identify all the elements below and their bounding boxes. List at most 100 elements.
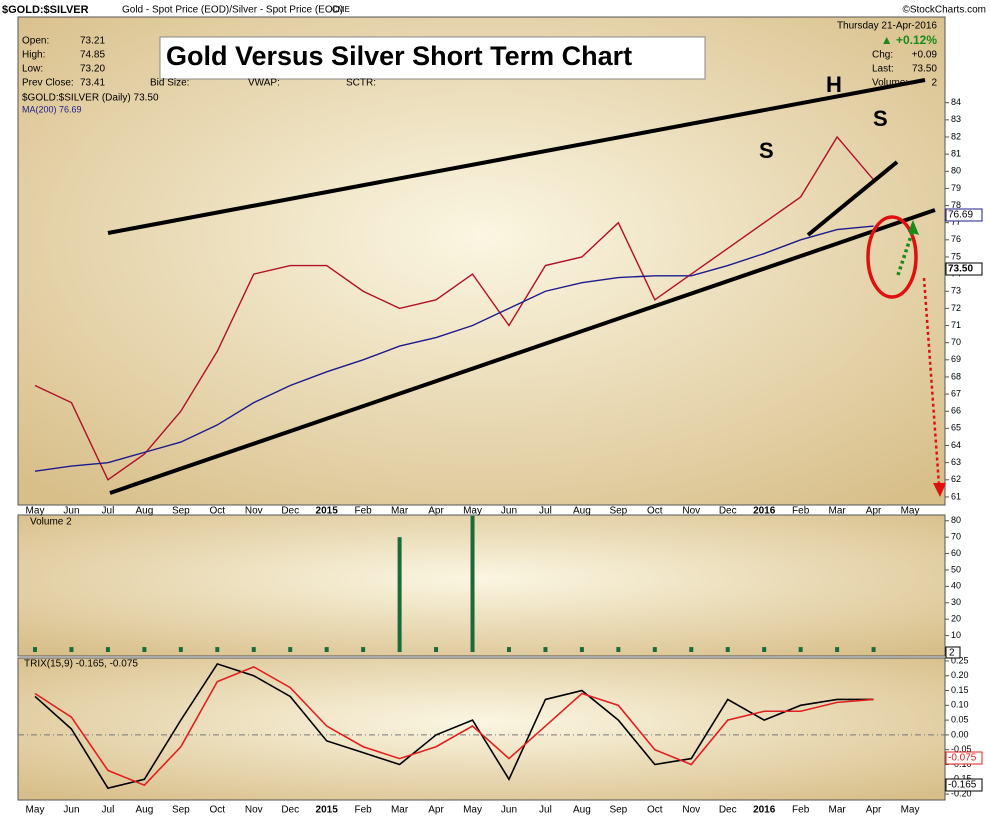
x-tick-label: May: [463, 805, 482, 816]
legend-entry: MA(200) 76.69: [22, 104, 82, 114]
volume-bar: [251, 647, 256, 652]
x-tick-label: May: [463, 506, 482, 517]
legend-entry: TRIX(15,9) -0.165, -0.075: [24, 659, 138, 670]
quote-value: 73.20: [80, 64, 105, 75]
quote-value: 73.50: [912, 64, 937, 75]
tag-label: 2: [949, 648, 955, 659]
y-tick-label: 76: [951, 234, 961, 244]
y-tick-label: -0.05: [951, 744, 972, 754]
volume-bar: [324, 647, 329, 652]
x-tick-label: Oct: [210, 506, 226, 517]
x-tick-label: Nov: [245, 506, 263, 517]
y-tick-label: 80: [951, 515, 961, 525]
volume-bar: [652, 647, 657, 652]
quote-value: 74.85: [80, 50, 105, 61]
quote-label: Chg:: [872, 50, 893, 61]
x-tick-label: Mar: [829, 805, 847, 816]
x-tick-label: Jun: [63, 506, 79, 517]
volume-bar: [725, 647, 730, 652]
quote-value: 2: [931, 78, 937, 89]
x-tick-label: Aug: [573, 805, 591, 816]
y-tick-label: -0.20: [951, 788, 972, 798]
volume-bar: [397, 537, 402, 652]
x-tick-label: Sep: [609, 805, 627, 816]
x-tick-label: Oct: [210, 805, 226, 816]
neckline: [806, 160, 899, 237]
y-tick-label: 63: [951, 457, 961, 467]
y-tick-label: 66: [951, 406, 961, 416]
x-tick-label: Dec: [719, 506, 737, 517]
series-line: [34, 662, 874, 790]
symbol: $GOLD:$SILVER: [2, 4, 89, 16]
annotation: S: [873, 106, 888, 131]
y-tick-label: 61: [951, 491, 961, 501]
lower-trendline: [109, 208, 936, 495]
y-tick-label: 64: [951, 440, 961, 450]
field: VWAP:: [248, 78, 280, 89]
tag: [945, 646, 961, 659]
y-tick-label: 0.15: [951, 685, 969, 695]
x-tick-label: 2015: [316, 805, 339, 816]
y-tick-label: 67: [951, 388, 961, 398]
y-tick-label: 68: [951, 371, 961, 381]
volume-bar: [835, 647, 840, 652]
x-tick-label: 2015: [316, 506, 339, 517]
quote-label: Low:: [22, 64, 43, 75]
y-tick-label: 84: [951, 97, 961, 107]
x-tick-label: Jun: [63, 805, 79, 816]
quote-label: Open:: [22, 36, 49, 47]
x-tick-label: Apr: [866, 805, 882, 816]
tag: [945, 751, 983, 765]
quote-value: 73.41: [80, 78, 105, 89]
volume-bar: [361, 647, 366, 652]
volume-bar: [33, 647, 37, 652]
quote-value: 73.21: [80, 36, 105, 47]
x-tick-label: Jul: [539, 805, 552, 816]
x-tick-label: May: [26, 805, 45, 816]
date: Thursday 21-Apr-2016: [837, 21, 937, 32]
series-line: [34, 135, 875, 481]
volume-bar: [69, 647, 74, 652]
y-tick-label: 65: [951, 423, 961, 433]
x-tick-label: May: [26, 506, 45, 517]
y-tick-label: 50: [951, 564, 961, 574]
volume-bar: [798, 647, 803, 652]
target-arrowhead: [933, 483, 946, 497]
quote-label: Volume:: [872, 78, 908, 89]
x-tick-label: May: [901, 805, 920, 816]
quote-value: +0.09: [912, 50, 938, 61]
volume-bar: [762, 647, 767, 652]
volume-bar: [142, 647, 147, 652]
y-tick-label: 79: [951, 183, 961, 193]
exchange: CME: [332, 5, 350, 14]
series-line: [34, 665, 874, 787]
x-tick-label: 2016: [753, 805, 776, 816]
y-tick-label: 69: [951, 354, 961, 364]
volume-bar: [689, 647, 694, 652]
x-tick-label: Sep: [609, 506, 627, 517]
x-tick-label: Apr: [428, 805, 444, 816]
y-tick-label: 0.05: [951, 715, 969, 725]
annotation: S: [759, 138, 774, 163]
y-tick-label: 0.00: [951, 729, 969, 739]
tag-label: -0.075: [948, 753, 977, 764]
x-tick-label: Dec: [281, 805, 299, 816]
x-tick-label: Mar: [829, 506, 847, 517]
x-tick-label: Dec: [281, 506, 299, 517]
annotation: H: [826, 72, 842, 97]
volume-bar: [105, 647, 110, 652]
bounce-arrow: [896, 229, 915, 276]
x-tick-label: Aug: [573, 506, 591, 517]
x-tick-label: Oct: [647, 805, 663, 816]
x-tick-label: Jul: [102, 506, 115, 517]
y-tick-label: 62: [951, 474, 961, 484]
volume-bar: [215, 647, 220, 652]
x-tick-label: Apr: [866, 506, 882, 517]
target-arrow: [922, 277, 941, 486]
volume-panel: [17, 514, 946, 657]
x-tick-label: Aug: [135, 506, 153, 517]
description: Gold - Spot Price (EOD)/Silver - Spot Pr…: [122, 5, 343, 16]
y-tick-label: 80: [951, 166, 961, 176]
price-panel: [17, 16, 946, 506]
volume-bar: [178, 647, 183, 652]
